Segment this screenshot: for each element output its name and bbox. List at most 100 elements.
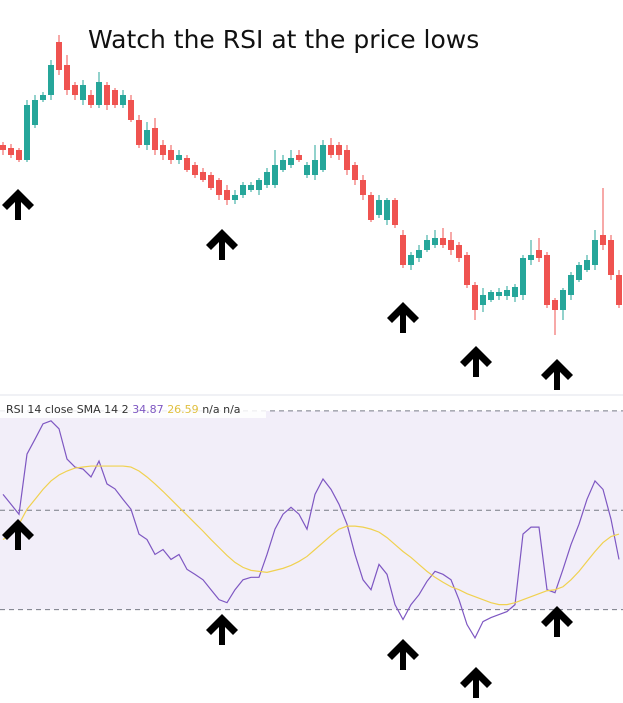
candle-body <box>456 245 462 258</box>
candle-body <box>368 195 374 220</box>
candle-body <box>40 95 46 100</box>
candle-body <box>616 275 622 305</box>
arrow <box>2 189 34 220</box>
candle-body <box>16 150 22 160</box>
rsi-line <box>2 420 620 640</box>
candle-body <box>384 200 390 220</box>
candle-body <box>560 290 566 310</box>
marks-layer <box>0 35 622 640</box>
candle-body <box>576 265 582 280</box>
candle-body <box>216 180 222 195</box>
candle-body <box>592 240 598 265</box>
candle-body <box>168 150 174 160</box>
candle-body <box>448 240 454 250</box>
candle-body <box>112 90 118 105</box>
candle-body <box>336 145 342 155</box>
legend-bg <box>0 402 266 418</box>
candle-body <box>264 172 270 185</box>
candle-body <box>296 155 302 160</box>
candle-body <box>312 160 318 175</box>
candle-body <box>208 175 214 188</box>
arrow <box>460 667 492 698</box>
candle-body <box>56 42 62 70</box>
rsi-line <box>2 465 620 606</box>
legend-tail: n/a n/a <box>202 403 240 416</box>
candle-body <box>480 295 486 305</box>
candle-body <box>416 250 422 258</box>
candle-body <box>528 255 534 260</box>
candle-body <box>424 240 430 250</box>
candle-body <box>360 180 366 195</box>
candle-body <box>344 150 350 170</box>
candle-body <box>136 120 142 145</box>
arrow <box>387 639 419 670</box>
candle-body <box>120 95 126 105</box>
chart-title: Watch the RSI at the price lows <box>88 25 479 54</box>
candle-body <box>608 240 614 275</box>
candle-body <box>240 185 246 195</box>
candle-body <box>192 165 198 175</box>
candle-body <box>160 145 166 155</box>
candle-body <box>600 235 606 245</box>
candle-body <box>184 158 190 170</box>
legend-text: RSI 14 close SMA 14 2 34.87 26.59 n/a n/… <box>6 403 241 416</box>
candle-body <box>352 165 358 180</box>
arrows <box>2 189 573 698</box>
legend-value: 34.87 <box>132 403 164 416</box>
legend-label: RSI 14 close SMA 14 2 <box>6 403 129 416</box>
candle-body <box>232 195 238 200</box>
candle-body <box>32 100 38 125</box>
candle-body <box>96 82 102 105</box>
candle-body <box>320 145 326 170</box>
candle-body <box>8 148 14 155</box>
arrow <box>541 359 573 390</box>
candle-body <box>224 190 230 200</box>
candle-body <box>504 290 510 296</box>
arrow <box>387 302 419 333</box>
candle-body <box>304 165 310 175</box>
candle-body <box>408 255 414 265</box>
arrow <box>2 519 34 550</box>
candle-body <box>248 185 254 190</box>
candle-body <box>128 100 134 120</box>
candle-body <box>400 235 406 265</box>
candle-body <box>488 292 494 300</box>
candle-body <box>72 85 78 95</box>
candle-body <box>472 285 478 310</box>
candle-body <box>272 165 278 185</box>
legend-value: 26.59 <box>167 403 199 416</box>
candle-body <box>328 145 334 155</box>
candle-body <box>144 130 150 145</box>
candle-body <box>280 160 286 170</box>
arrow <box>541 606 573 637</box>
candle-body <box>24 105 30 160</box>
candle-body <box>496 292 502 296</box>
candle-body <box>176 155 182 160</box>
candle-body <box>288 158 294 165</box>
arrow <box>460 346 492 377</box>
candle-body <box>536 250 542 258</box>
candle-body <box>376 200 382 215</box>
candle-body <box>568 275 574 295</box>
arrow <box>206 229 238 260</box>
candle-body <box>464 255 470 285</box>
candle-body <box>80 85 86 100</box>
candle-body <box>552 300 558 310</box>
candle-body <box>256 180 262 190</box>
legend: RSI 14 close SMA 14 2 34.87 26.59 n/a n/… <box>0 402 266 418</box>
candle-body <box>544 255 550 305</box>
candle-body <box>88 95 94 105</box>
candle-body <box>432 238 438 245</box>
candle-body <box>392 200 398 225</box>
candle-body <box>152 128 158 150</box>
candle-body <box>64 65 70 90</box>
candle-body <box>440 238 446 245</box>
candle-body <box>512 287 518 297</box>
arrow <box>206 614 238 645</box>
candle-body <box>104 85 110 105</box>
candle-body <box>0 145 6 150</box>
candle-body <box>584 260 590 270</box>
candle-body <box>48 65 54 95</box>
candle-body <box>200 172 206 180</box>
